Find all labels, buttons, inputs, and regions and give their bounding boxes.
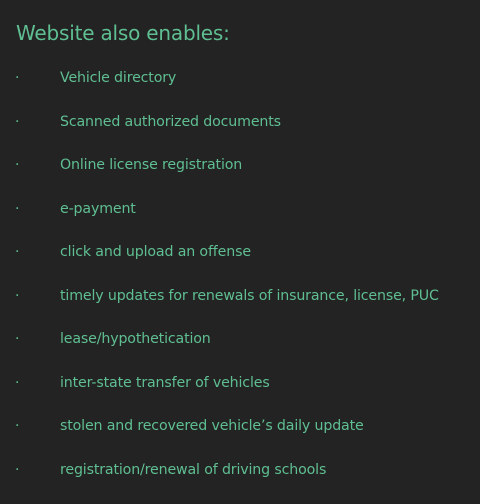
list-item-text: click and upload an offense	[60, 244, 251, 260]
bullet-icon: ·	[15, 418, 20, 434]
bullet-icon: ·	[15, 113, 20, 130]
bullet-icon: ·	[15, 200, 20, 217]
list-item: · registration/renewal of driving school…	[0, 458, 480, 502]
list-item: · timely updates for renewals of insuran…	[0, 284, 480, 328]
bullet-icon: ·	[15, 244, 20, 260]
list-item: · Vehicle directory	[0, 66, 480, 110]
bullet-icon: ·	[15, 70, 20, 86]
list-item-text: Online license registration	[60, 157, 243, 173]
list-item: · stolen and recovered vehicle’s daily u…	[0, 414, 480, 458]
list-item-text: Vehicle directory	[60, 70, 177, 86]
list-item-text: inter-state transfer of vehicles	[60, 374, 270, 391]
list-item: · click and upload an offense	[0, 240, 480, 284]
page-title: Website also enables:	[16, 21, 230, 45]
list-item: · Scanned authorized documents	[0, 110, 480, 154]
list-item-text: Scanned authorized documents	[60, 113, 281, 130]
list-item: · Online license registration	[0, 153, 480, 197]
bullet-icon: ·	[15, 331, 20, 347]
bullet-icon: ·	[15, 461, 20, 478]
list-item-text: stolen and recovered vehicle’s daily upd…	[60, 418, 364, 434]
bullet-icon: ·	[15, 287, 20, 304]
feature-list: · Vehicle directory · Scanned authorized…	[0, 66, 480, 501]
list-item: · lease/hypothetication	[0, 327, 480, 371]
list-item-text: timely updates for renewals of insurance…	[60, 287, 439, 304]
list-item-text: lease/hypothetication	[60, 331, 211, 347]
bullet-icon: ·	[15, 157, 20, 173]
list-item: · e-payment	[0, 197, 480, 241]
list-item-text: registration/renewal of driving schools	[60, 461, 327, 478]
list-item-text: e-payment	[60, 200, 136, 217]
bullet-icon: ·	[15, 374, 20, 391]
list-item: · inter-state transfer of vehicles	[0, 371, 480, 415]
